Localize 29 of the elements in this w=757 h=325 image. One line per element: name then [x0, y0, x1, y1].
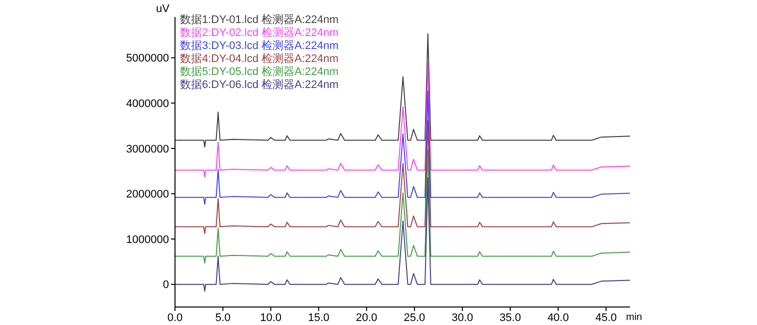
text: 数据2:DY-02.lcd 检测器A:224nm [180, 27, 339, 40]
text: 数据3:DY-03.lcd 检测器A:224nm [180, 40, 339, 53]
line-series [175, 149, 630, 264]
x-tick-label: 35.0 [500, 312, 521, 324]
y-tick-label: 2000000 [126, 188, 169, 201]
x-tick-label: 40.0 [547, 312, 569, 324]
y-axis-title: uV [156, 3, 170, 15]
y-tick-label: 0 [162, 279, 169, 292]
text: 数据1:DY-01.lcd 检测器A:224nm [180, 14, 339, 27]
line-series [175, 120, 630, 234]
y-tick-label: 1000000 [126, 234, 169, 246]
y-tick-label: 5000000 [126, 52, 169, 65]
x-tick-label: 45.0 [595, 312, 617, 324]
x-tick-label: 20.0 [356, 312, 378, 324]
x-tick-label: 30.0 [452, 312, 474, 324]
x-tick-label: 15.0 [308, 312, 330, 324]
line-series [175, 63, 630, 178]
text: 数据4:DY-04.lcd 检测器A:224nm [180, 53, 339, 66]
text: 数据6:DY-06.lcd 检测器A:224nm [180, 79, 339, 92]
line-series [175, 177, 630, 292]
x-tick-label: 5.0 [215, 312, 231, 324]
y-tick-label: 3000000 [126, 143, 169, 156]
x-tick-label: 0.0 [167, 312, 183, 324]
x-tick-label: 10.0 [260, 312, 282, 324]
x-tick-label: 25.0 [404, 312, 426, 324]
y-tick-label: 4000000 [126, 98, 169, 110]
text: 数据5:DY-05.lcd 检测器A:224nm [180, 66, 339, 79]
line-series [175, 90, 630, 205]
x-axis-title: min [626, 312, 642, 323]
